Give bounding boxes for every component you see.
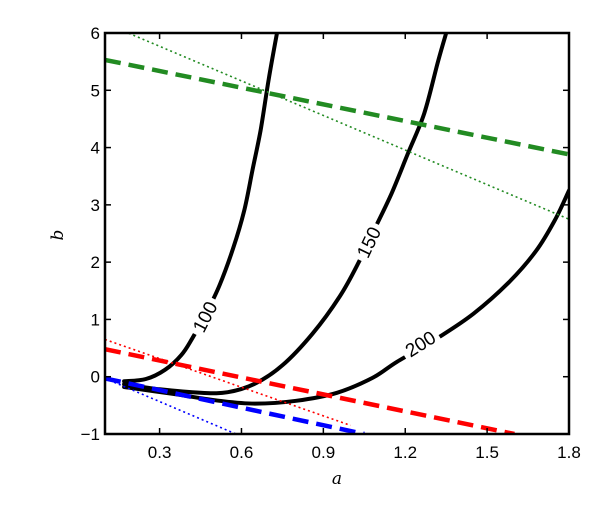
plot-frame <box>103 31 571 436</box>
x-tick-label: 1.8 <box>557 443 581 462</box>
y-tick-label: −1 <box>81 425 100 444</box>
x-tick-label: 0.3 <box>148 443 172 462</box>
y-tick-label: 4 <box>91 139 100 158</box>
contour-label-gap <box>397 323 443 364</box>
y-tick-label: 6 <box>91 24 100 43</box>
contour-line-200 <box>122 188 569 406</box>
x-tick-label: 1.2 <box>393 443 417 462</box>
x-axis-label: a <box>332 469 342 489</box>
contour-label-gap <box>185 293 224 340</box>
x-tick-label: 0.9 <box>312 443 336 462</box>
dashed-line-5 <box>105 346 515 434</box>
plot-background <box>105 33 569 434</box>
dashed-line-3 <box>105 57 569 157</box>
y-axis-label: b <box>48 230 68 241</box>
y-tick-label: 1 <box>91 310 100 329</box>
y-tick-label: 2 <box>91 253 100 272</box>
y-tick-label: 5 <box>91 81 100 100</box>
contour-label-150: 150 <box>349 219 387 265</box>
contour-label-gap <box>349 219 387 265</box>
contour-line-100 <box>122 33 279 384</box>
x-tick-label: 0.6 <box>230 443 254 462</box>
dotted-line-8 <box>105 377 237 434</box>
y-tick-label: 0 <box>91 368 100 387</box>
x-tick-label: 1.5 <box>475 443 499 462</box>
dotted-line-4 <box>126 33 569 220</box>
dotted-line-6 <box>105 338 351 427</box>
y-tick-label: 3 <box>91 196 100 215</box>
dashed-line-7 <box>105 376 365 434</box>
